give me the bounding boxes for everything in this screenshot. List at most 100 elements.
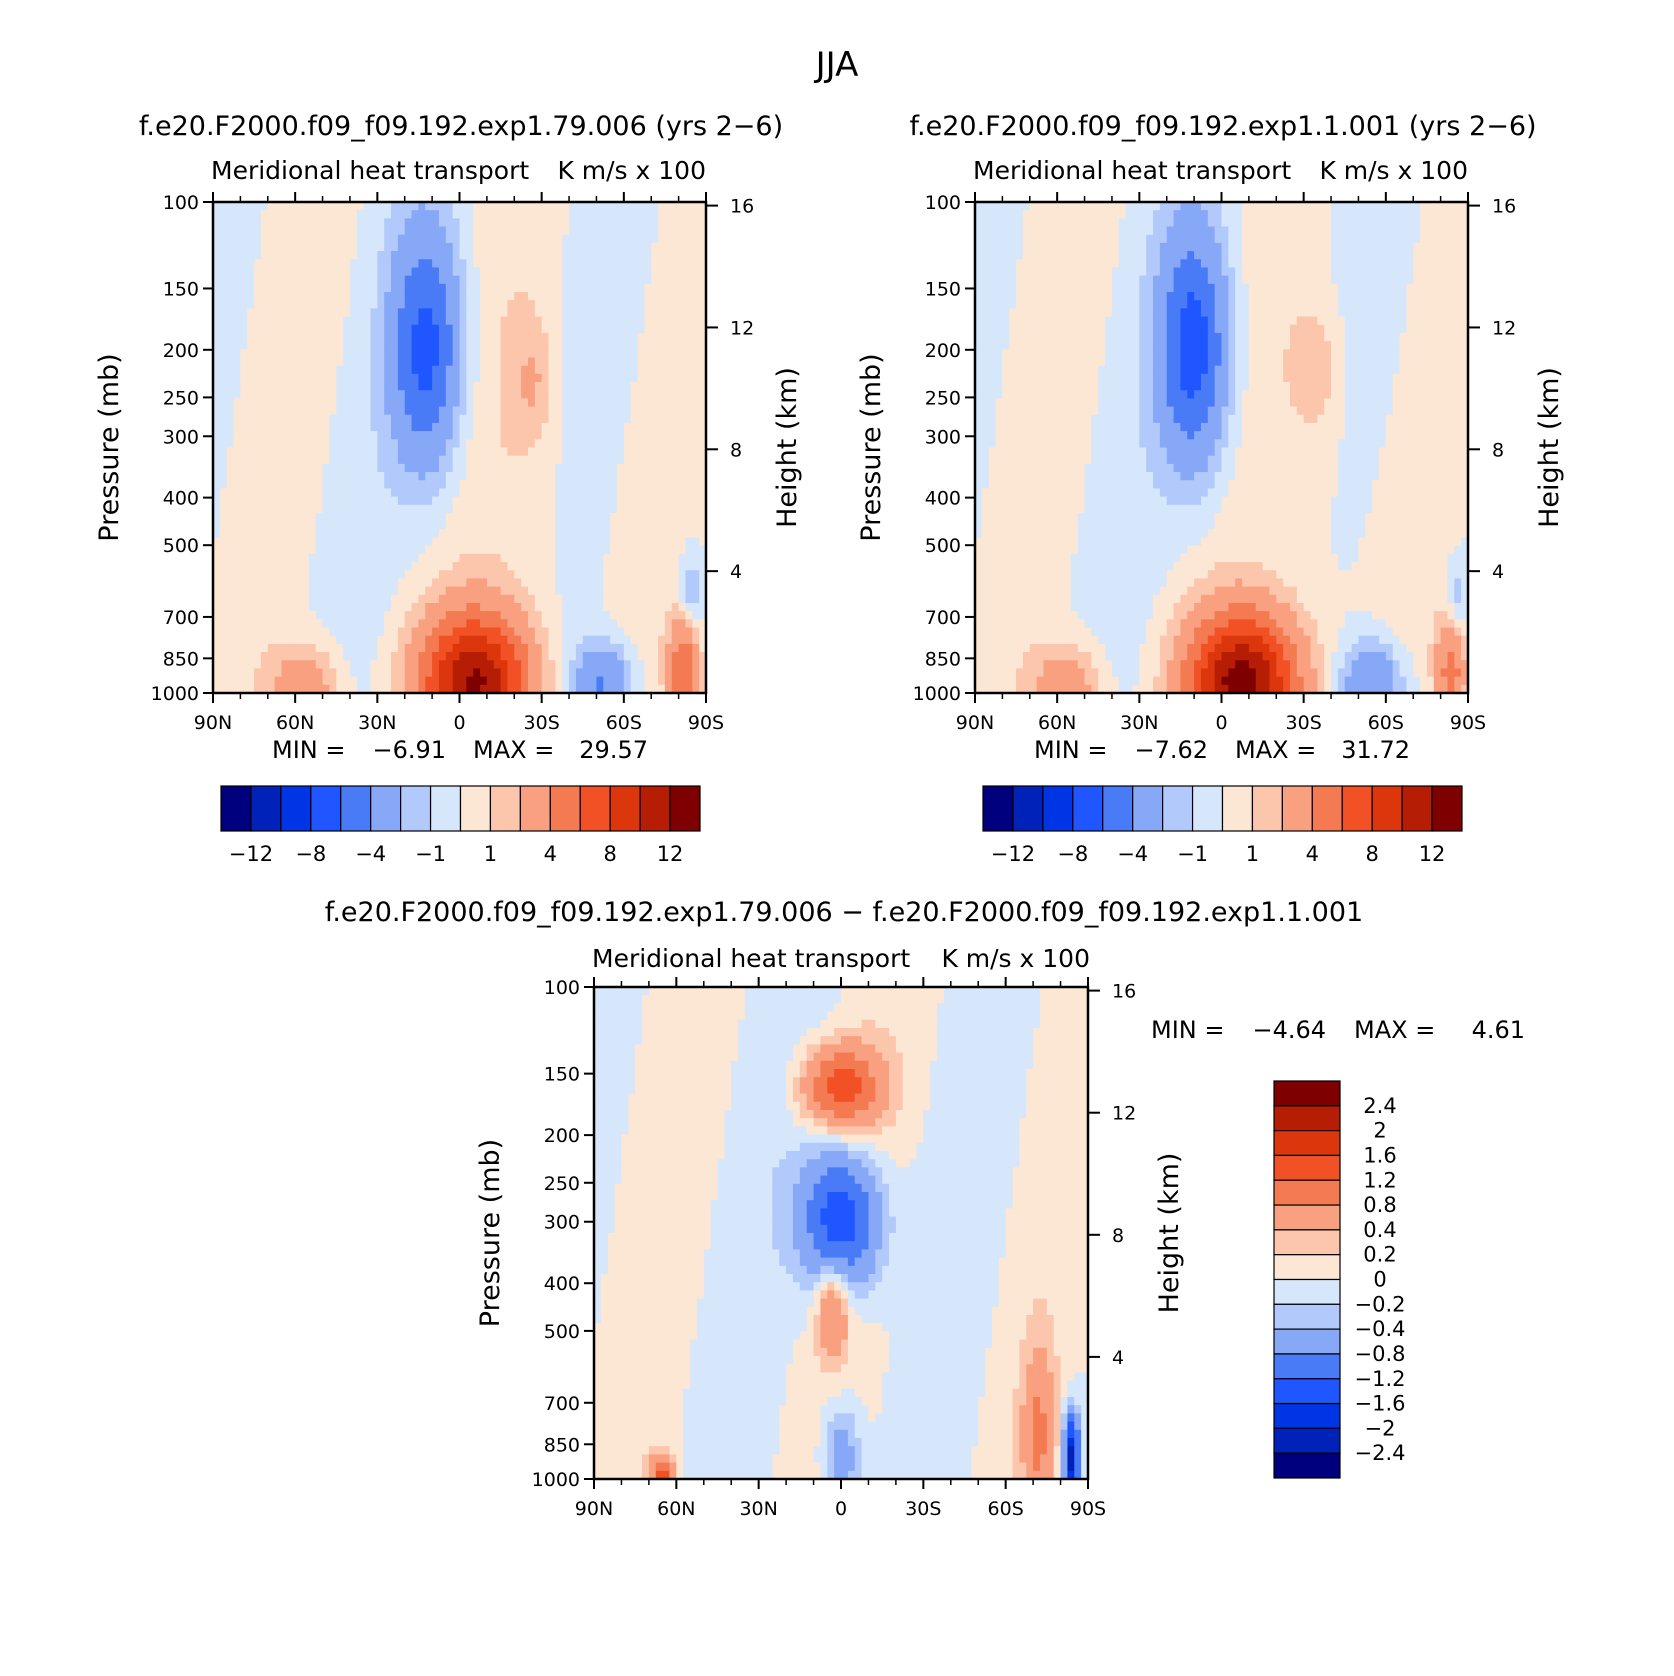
field-cell xyxy=(405,202,412,211)
field-cell xyxy=(343,308,350,317)
field-cell xyxy=(638,456,645,465)
field-cell xyxy=(679,390,686,399)
field-cell xyxy=(460,480,467,489)
field-cell xyxy=(665,546,672,555)
field-cell xyxy=(549,636,556,645)
field-cell xyxy=(343,578,350,587)
field-cell xyxy=(350,668,357,677)
field-cell xyxy=(610,497,617,506)
field-cell xyxy=(329,439,336,448)
field-cell xyxy=(487,513,494,522)
field-cell xyxy=(603,292,610,301)
field-cell xyxy=(254,538,261,547)
field-cell xyxy=(343,644,350,653)
field-cell xyxy=(254,513,261,522)
field-cell xyxy=(535,357,542,366)
field-cell xyxy=(1290,235,1297,244)
field-cell xyxy=(227,538,234,547)
field-cell xyxy=(596,423,603,432)
field-cell xyxy=(528,652,535,661)
field-cell xyxy=(1434,227,1441,236)
field-cell xyxy=(1078,202,1085,211)
field-cell xyxy=(596,325,603,334)
field-cell xyxy=(638,472,645,481)
field-cell xyxy=(377,357,384,366)
field-cell xyxy=(412,292,419,301)
field-cell xyxy=(528,636,535,645)
field-cell xyxy=(336,333,343,342)
field-cell xyxy=(336,390,343,399)
field-cell xyxy=(234,218,241,227)
field-cell xyxy=(453,390,460,399)
field-cell xyxy=(549,235,556,244)
field-cell xyxy=(254,218,261,227)
field-cell xyxy=(555,267,562,276)
field-cell xyxy=(542,546,549,555)
field-cell xyxy=(281,374,288,383)
field-cell xyxy=(549,587,556,596)
field-cell xyxy=(1420,243,1427,252)
field-cell xyxy=(542,235,549,244)
field-cell xyxy=(377,439,384,448)
field-cell xyxy=(295,480,302,489)
field-cell xyxy=(460,513,467,522)
field-cell xyxy=(473,235,480,244)
field-cell xyxy=(439,619,446,628)
field-cell xyxy=(631,570,638,579)
field-cell xyxy=(501,243,508,252)
field-cell xyxy=(521,652,528,661)
field-cell xyxy=(480,308,487,317)
field-cell xyxy=(685,652,692,661)
field-cell xyxy=(261,448,268,457)
field-cell xyxy=(658,243,665,252)
field-cell xyxy=(569,439,576,448)
field-cell xyxy=(377,497,384,506)
field-cell xyxy=(453,259,460,268)
field-cell xyxy=(350,349,357,358)
field-cell xyxy=(487,227,494,236)
field-cell xyxy=(261,644,268,653)
field-cell xyxy=(603,333,610,342)
field-cell xyxy=(528,398,535,407)
field-cell xyxy=(384,448,391,457)
field-cell xyxy=(254,595,261,604)
field-cell xyxy=(302,218,309,227)
field-cell xyxy=(412,366,419,375)
field-cell xyxy=(576,546,583,555)
y-tick-label: 850 xyxy=(163,648,199,670)
field-cell xyxy=(576,513,583,522)
field-cell xyxy=(453,284,460,293)
field-cell xyxy=(507,366,514,375)
field-cell xyxy=(603,660,610,669)
field-cell xyxy=(247,218,254,227)
field-cell xyxy=(596,603,603,612)
field-cell xyxy=(514,677,521,686)
field-cell xyxy=(473,227,480,236)
field-cell xyxy=(555,529,562,538)
field-cell xyxy=(405,619,412,628)
field-cell xyxy=(247,431,254,440)
field-cell xyxy=(398,341,405,350)
field-cell xyxy=(336,251,343,260)
field-cell xyxy=(288,464,295,473)
field-cell xyxy=(357,497,364,506)
field-cell xyxy=(631,464,638,473)
field-cell xyxy=(1057,210,1064,219)
field-cell xyxy=(412,505,419,514)
field-cell xyxy=(624,587,631,596)
field-cell xyxy=(370,382,377,391)
field-cell xyxy=(323,276,330,285)
field-cell xyxy=(644,390,651,399)
field-cell xyxy=(562,652,569,661)
field-cell xyxy=(638,357,645,366)
field-cell xyxy=(631,439,638,448)
field-cell xyxy=(254,431,261,440)
field-cell xyxy=(227,554,234,563)
field-cell xyxy=(425,521,432,530)
field-cell xyxy=(528,587,535,596)
field-cell xyxy=(453,341,460,350)
field-cell xyxy=(501,464,508,473)
field-cell xyxy=(555,276,562,285)
field-cell xyxy=(1201,218,1208,227)
field-cell xyxy=(583,529,590,538)
